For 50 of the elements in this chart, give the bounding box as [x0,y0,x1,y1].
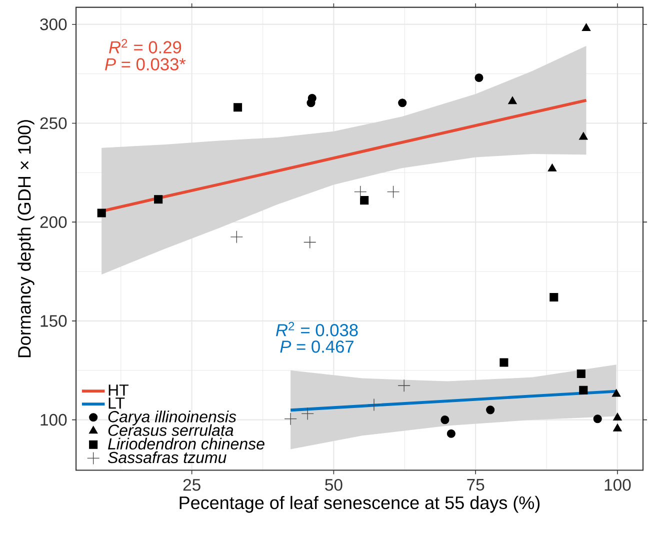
legend-label: LT [108,397,125,408]
point [234,102,242,112]
y-tick-label: 150 [40,314,67,327]
point [284,412,297,426]
point [230,230,243,244]
point [360,196,369,204]
x-tick-label: 75 [467,478,484,490]
point [354,185,367,198]
point [612,388,621,397]
y-tick-label: 300 [40,18,67,30]
annotation: P = 0.033* [105,58,186,70]
y-tick-label: 200 [40,216,67,228]
point [301,407,314,420]
point [500,358,508,367]
point [440,415,450,424]
legend-label: Carya illinoinensis [108,410,236,426]
y-axis-title: Dormancy depth (GDH × 100) [18,120,34,358]
point [368,398,380,411]
point [550,292,558,302]
annotation: R$^{2}$ = 0.29 [109,38,182,54]
point [548,163,557,172]
point [576,369,586,378]
annotation: P = 0.467 [280,340,354,353]
legend-label: Sassafras tzumu [108,451,226,463]
x-tick-label: 50 [325,478,342,491]
point [613,424,622,432]
legend-label: HT [108,384,128,396]
point [398,98,407,107]
point [474,73,484,82]
point [508,96,517,104]
legend-label: Liriodendron chinense [108,438,264,450]
point [486,406,495,414]
x-axis-title: Pecentage of leaf senescence at 55 days (%) [180,496,540,513]
point [304,236,316,248]
point [446,429,456,438]
annotation: R$^{2}$ = 0.038 [276,322,358,336]
point [97,208,106,218]
x-tick-label: 25 [183,478,200,491]
x-tick-label: 100 [604,478,631,491]
point [578,132,588,140]
y-tick-label: 100 [40,414,67,426]
point [386,185,400,198]
point [579,386,588,394]
point [398,379,410,392]
point [613,412,622,420]
point [593,414,602,423]
point [582,23,591,31]
point [154,194,163,204]
legend-label: Cerasus serrulata [108,424,234,436]
y-tick-label: 250 [40,117,67,129]
